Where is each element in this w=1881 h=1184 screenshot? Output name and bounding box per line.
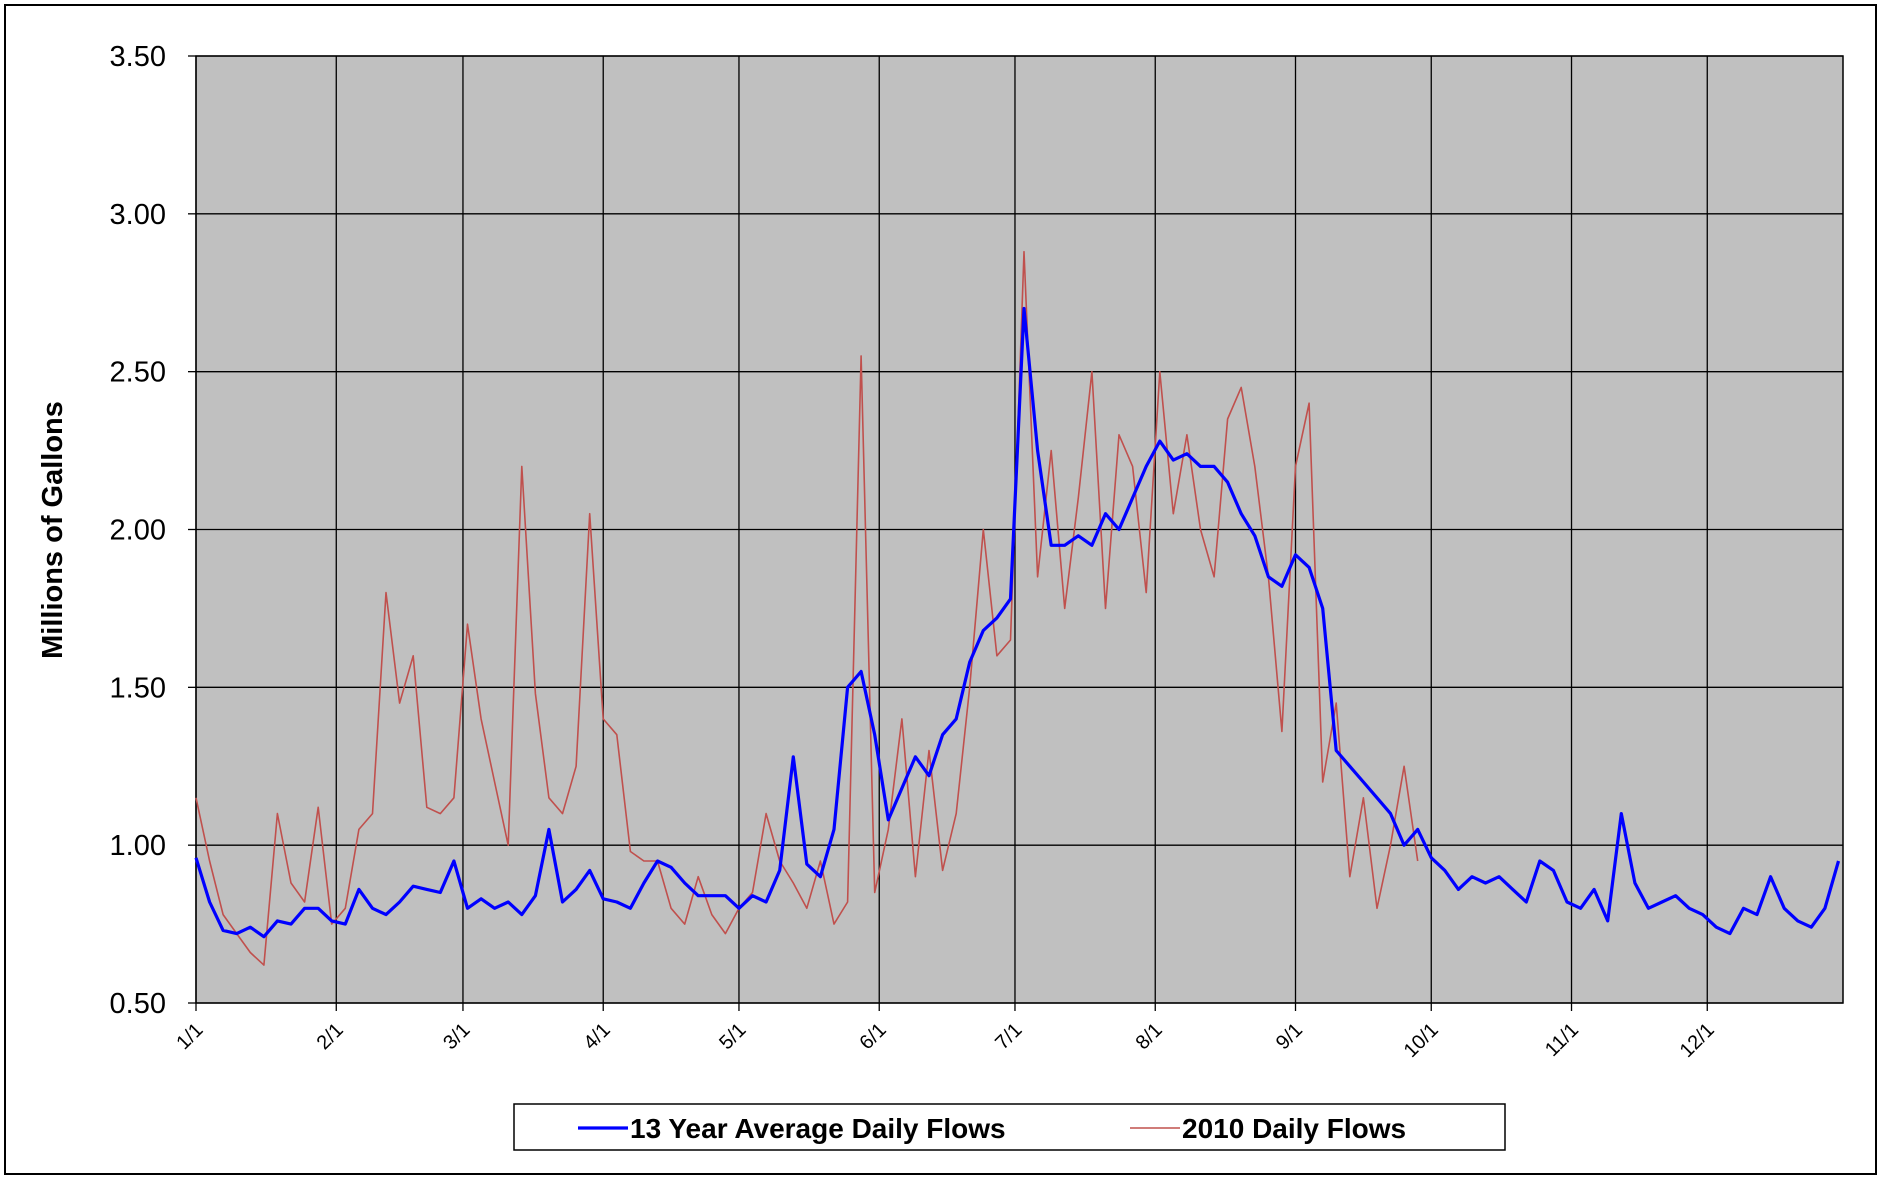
y-tick-label: 2.50: [110, 357, 166, 389]
series-line: [195, 250, 1419, 966]
plot-frame: [195, 55, 1844, 1004]
y-tick-label: 3.50: [110, 41, 166, 73]
legend-label: 13 Year Average Daily Flows: [630, 1113, 1006, 1144]
series-line: [194, 306, 1841, 939]
y-tick-label: 3.00: [110, 199, 166, 231]
y-tick-label: 0.50: [110, 988, 166, 1020]
y-tick-label: 2.00: [110, 515, 166, 547]
y-axis-label: Millions of Gallons: [37, 401, 69, 659]
y-tick-label: 1.00: [110, 830, 166, 862]
legend: [513, 1103, 1506, 1151]
legend-label: 2010 Daily Flows: [1182, 1113, 1406, 1144]
y-tick-label: 1.50: [110, 672, 166, 704]
